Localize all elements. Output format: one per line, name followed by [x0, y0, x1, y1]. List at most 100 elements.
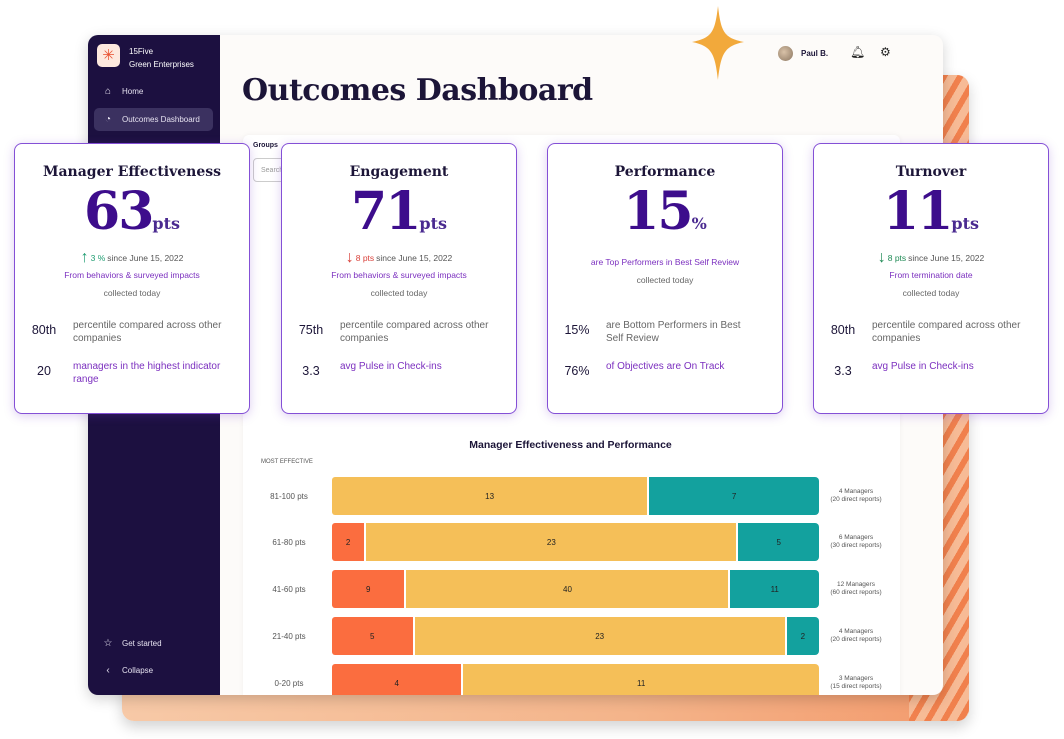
- metric-source-link[interactable]: From termination date: [889, 270, 973, 280]
- stat-value: 76%: [564, 364, 590, 378]
- metric-delta: ↑ 3 % since June 15, 2022: [15, 249, 249, 266]
- managers-count: 12 Managers: [837, 581, 875, 588]
- row-note: 4 Managers (20 direct reports): [826, 488, 886, 504]
- sparkle-icon: [692, 6, 744, 80]
- sidebar-collapse-button[interactable]: ‹ Collapse: [94, 659, 213, 682]
- bar-segment[interactable]: 5: [332, 617, 413, 655]
- bar-segment[interactable]: 5: [738, 523, 819, 561]
- collapse-icon: ‹: [106, 665, 110, 676]
- bar-segment[interactable]: 40: [406, 570, 729, 608]
- stat-value: 3.3: [834, 364, 852, 378]
- collected-note: collected today: [103, 288, 161, 298]
- sidebar-item-outcomes-dashboard[interactable]: ◔ Outcomes Dashboard: [94, 108, 213, 131]
- stat-value: 20: [37, 364, 51, 378]
- axis-note: MOST EFFECTIVE: [261, 459, 313, 465]
- metric-card-turnover[interactable]: Turnover 11pts ↓ 8 pts since June 15, 2022…: [813, 143, 1049, 414]
- delta-since: since June 15, 2022: [376, 253, 453, 263]
- stat-text[interactable]: avg Pulse in Check-ins: [872, 361, 974, 372]
- sidebar-item-get-started[interactable]: ☆ Get started: [94, 632, 213, 655]
- metric-source-link[interactable]: are Top Performers in Best Self Review: [590, 257, 740, 267]
- stat-text[interactable]: of Objectives are On Track: [606, 361, 725, 372]
- managers-count: 3 Managers: [838, 675, 874, 682]
- delta-value: 8 pts: [355, 253, 375, 263]
- metric-stat: 80th percentile compared across other com…: [814, 319, 1048, 345]
- row-label: 41-60 pts: [272, 585, 306, 594]
- delta-value: 8 pts: [887, 253, 907, 263]
- metric-value: 71pts: [282, 186, 516, 250]
- row-label: 81-100 pts: [270, 492, 308, 501]
- metric-card-engagement[interactable]: Engagement 71pts ↓ 8 pts since June 15, 20…: [281, 143, 517, 414]
- stat-value: 3.3: [302, 364, 320, 378]
- stat-value: 80th: [31, 323, 57, 337]
- bar-segment[interactable]: 7: [649, 477, 819, 515]
- metric-card-manager-effectiveness[interactable]: Manager Effectiveness 63pts ↑ 3 % since Ju…: [14, 143, 250, 414]
- bar-segment[interactable]: 9: [332, 570, 405, 608]
- org-switcher[interactable]: 15Five Green Enterprises: [129, 45, 194, 71]
- direct-reports-count: (30 direct reports): [830, 542, 882, 549]
- sidebar-item-label: Outcomes Dashboard: [122, 115, 200, 124]
- metric-source-link[interactable]: From behaviors & surveyed impacts: [64, 270, 200, 280]
- bar-segment[interactable]: 4: [332, 664, 462, 695]
- page-title: Outcomes Dashboard: [242, 73, 593, 108]
- bar-segment[interactable]: 2: [332, 523, 365, 561]
- metric-delta: ↓ 8 pts since June 15, 2022: [814, 250, 1048, 266]
- bar-segment[interactable]: 11: [463, 664, 819, 695]
- row-note: 4 Managers (20 direct reports): [826, 628, 886, 644]
- stat-text[interactable]: managers in the highest indicator range: [73, 361, 221, 385]
- metric-value: 11pts: [814, 186, 1048, 250]
- bar-row: 4 11: [332, 664, 819, 695]
- bar-segment[interactable]: 13: [332, 477, 648, 515]
- metric-number: 15: [623, 181, 693, 242]
- metric-source-link[interactable]: From behaviors & surveyed impacts: [331, 270, 467, 280]
- stat-text[interactable]: avg Pulse in Check-ins: [340, 361, 442, 372]
- metric-number: 63: [84, 181, 154, 242]
- stat-value: 80th: [830, 323, 856, 337]
- delta-since: since June 15, 2022: [107, 253, 184, 263]
- metric-stat: 3.3 avg Pulse in Check-ins: [814, 360, 1048, 378]
- metric-value: 63pts: [15, 186, 249, 250]
- sidebar-item-label: Get started: [122, 639, 162, 648]
- card-title: Manager Effectiveness: [42, 164, 222, 180]
- row-label: 61-80 pts: [272, 538, 306, 547]
- bar-row: 13 7: [332, 477, 819, 515]
- direct-reports-count: (20 direct reports): [830, 496, 882, 503]
- metric-stat: 3.3 avg Pulse in Check-ins: [282, 360, 516, 378]
- collected-note: collected today: [902, 288, 960, 298]
- delta-value: 3 %: [90, 253, 106, 263]
- user-menu[interactable]: Paul B.: [778, 46, 828, 61]
- direct-reports-count: (60 direct reports): [830, 589, 882, 596]
- bar-segment[interactable]: 11: [730, 570, 819, 608]
- avatar: [778, 46, 793, 61]
- metric-card-performance[interactable]: Performance 15% are Top Performers in Bes…: [547, 143, 783, 414]
- metric-unit: pts: [419, 214, 447, 233]
- stat-text: percentile compared across other compani…: [872, 320, 1021, 344]
- bar-row: 2 23 5: [332, 523, 819, 561]
- bell-icon[interactable]: 🔔︎: [850, 45, 866, 59]
- metric-unit: pts: [951, 214, 979, 233]
- row-note: 12 Managers (60 direct reports): [826, 581, 886, 597]
- row-note: 6 Managers (30 direct reports): [826, 534, 886, 550]
- groups-label: Groups: [253, 142, 278, 149]
- metric-stat: 20 managers in the highest indicator rang…: [15, 360, 249, 386]
- home-icon: ⌂: [104, 86, 112, 97]
- dashboard-icon: ◔: [104, 114, 112, 125]
- user-name: Paul B.: [801, 49, 829, 58]
- card-title: Performance: [614, 164, 716, 180]
- bar-segment[interactable]: 23: [366, 523, 737, 561]
- sidebar-item-home[interactable]: ⌂ Home: [94, 80, 213, 103]
- gear-icon[interactable]: ⚙: [880, 45, 891, 59]
- stat-text: are Bottom Performers in Best Self Revie…: [606, 320, 741, 344]
- arrow-up-icon: ↑: [80, 249, 89, 266]
- metric-stat: 80th percentile compared across other com…: [15, 319, 249, 345]
- collected-note: collected today: [370, 288, 428, 298]
- org-name: Green Enterprises: [129, 60, 194, 69]
- metric-stat: 75th percentile compared across other com…: [282, 319, 516, 345]
- bar-segment[interactable]: 2: [786, 617, 819, 655]
- row-label: 21-40 pts: [272, 632, 306, 641]
- metric-number: 11: [883, 181, 953, 242]
- bar-segment[interactable]: 23: [414, 617, 785, 655]
- org-product: 15Five: [129, 47, 154, 56]
- metric-stat: 76% of Objectives are On Track: [548, 360, 782, 378]
- metric-number: 71: [351, 181, 421, 242]
- row-label: 0-20 pts: [274, 679, 304, 688]
